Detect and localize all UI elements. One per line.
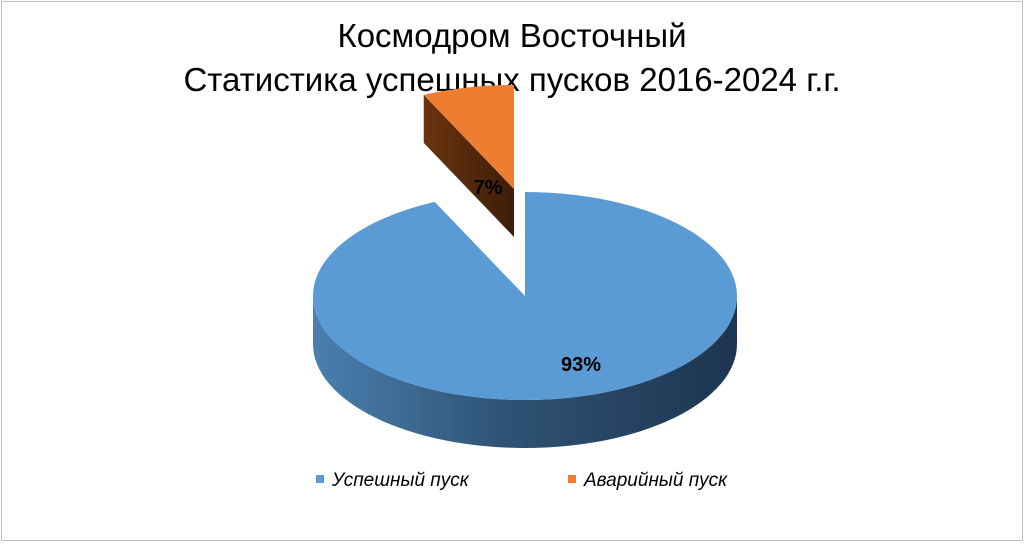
- legend-marker-failure: [568, 474, 576, 483]
- legend-label-success: Успешный пуск: [332, 470, 469, 491]
- data-label-success: 93%: [561, 354, 601, 376]
- data-label-failure: 7%: [474, 177, 503, 199]
- pie-slice-failure-side: [423, 94, 514, 238]
- legend-item-success: Успешный пуск: [316, 470, 469, 492]
- pie-slice-success-side: [313, 296, 737, 448]
- legend-label-failure: Аварийный пуск: [584, 470, 728, 491]
- pie-slice-failure: [423, 85, 514, 189]
- chart-title-line-1: Космодром Восточный: [337, 17, 687, 54]
- pie-slice-success: [312, 192, 737, 401]
- legend-item-failure: Аварийный пуск: [568, 470, 727, 492]
- legend-marker-success: [316, 474, 324, 483]
